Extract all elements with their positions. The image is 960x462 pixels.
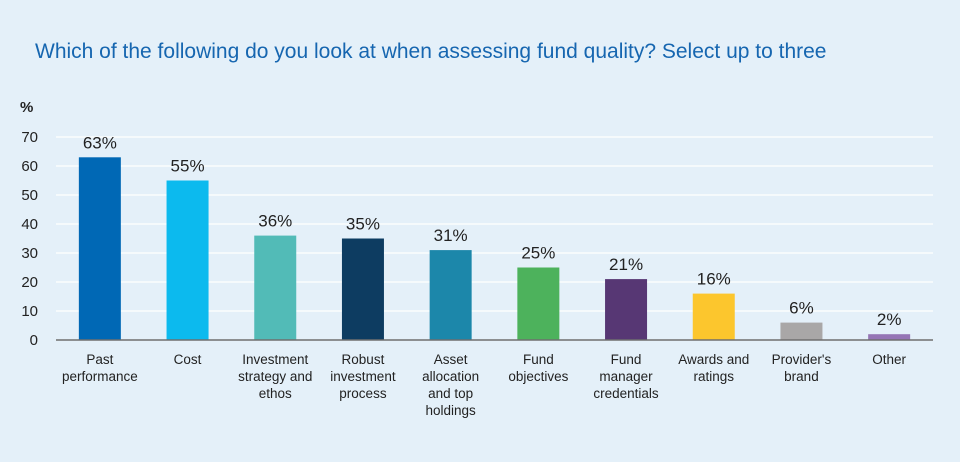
y-tick-label: 0 <box>30 332 38 349</box>
x-category-label-line: Fund <box>611 352 642 367</box>
bar <box>605 279 648 340</box>
x-category-label-line: performance <box>62 369 138 384</box>
x-category-label: Asset allocation and top holdings <box>422 352 479 418</box>
x-category-label-line: brand <box>784 369 819 384</box>
x-category-label-line: credentials <box>593 386 659 401</box>
x-category-label-line: ethos <box>259 386 292 401</box>
y-tick-label: 70 <box>21 129 38 146</box>
bar <box>868 334 911 340</box>
y-tick-label: 40 <box>21 216 38 233</box>
x-category-label-line: Investment <box>242 352 308 367</box>
data-label: 16% <box>697 270 731 289</box>
x-category-label: Fund objectives <box>508 352 568 384</box>
x-category-label: Past performance <box>62 352 138 384</box>
data-label: 35% <box>346 215 380 234</box>
x-category-label-line: and top <box>428 386 473 401</box>
x-category-label-line: Asset <box>434 352 468 367</box>
x-category-label-line: Provider's <box>772 352 832 367</box>
data-label: 6% <box>789 299 814 318</box>
bar <box>780 322 823 340</box>
x-category-label-line: objectives <box>508 369 568 384</box>
x-category-label: Provider's brand <box>772 352 832 384</box>
bar <box>692 293 735 340</box>
x-category-label-line: Past <box>86 352 113 367</box>
y-tick-label: 60 <box>21 158 38 175</box>
bar <box>78 157 121 340</box>
x-category-label-line: process <box>339 386 387 401</box>
x-category-label-line: investment <box>330 369 396 384</box>
x-category-label: Robust investment process <box>330 352 396 401</box>
x-category-label-line: Other <box>872 352 906 367</box>
bar <box>429 250 472 340</box>
x-category-label: Fund manager credentials <box>593 352 659 401</box>
chart-title: Which of the following do you look at wh… <box>35 40 827 63</box>
x-category-label: Cost <box>174 352 202 367</box>
data-label: 36% <box>258 212 292 231</box>
y-axis-unit-label: % <box>20 99 34 116</box>
x-category-label-line: ratings <box>693 369 734 384</box>
x-category-label: Other <box>872 352 906 367</box>
data-label: 55% <box>171 157 205 176</box>
x-category-label-line: Awards and <box>678 352 749 367</box>
x-category-label-line: holdings <box>426 403 477 418</box>
x-category-label-line: Fund <box>523 352 554 367</box>
bar <box>166 180 209 340</box>
y-tick-label: 50 <box>21 187 38 204</box>
x-category-label: Awards and ratings <box>678 352 749 384</box>
bar <box>341 238 384 340</box>
x-category-label-line: allocation <box>422 369 479 384</box>
data-label: 25% <box>521 244 555 263</box>
x-category-label-line: manager <box>599 369 653 384</box>
bar <box>254 235 297 340</box>
x-category-label-line: strategy and <box>238 369 312 384</box>
y-tick-label: 30 <box>21 245 38 262</box>
x-category-label-line: Robust <box>342 352 385 367</box>
data-label: 2% <box>877 310 902 329</box>
data-label: 21% <box>609 255 643 274</box>
data-label: 31% <box>434 226 468 245</box>
y-tick-label: 10 <box>21 303 38 320</box>
bar <box>517 267 560 340</box>
data-label: 63% <box>83 133 117 152</box>
x-category-label: Investment strategy and ethos <box>238 352 312 401</box>
y-tick-label: 20 <box>21 274 38 291</box>
x-category-label-line: Cost <box>174 352 202 367</box>
